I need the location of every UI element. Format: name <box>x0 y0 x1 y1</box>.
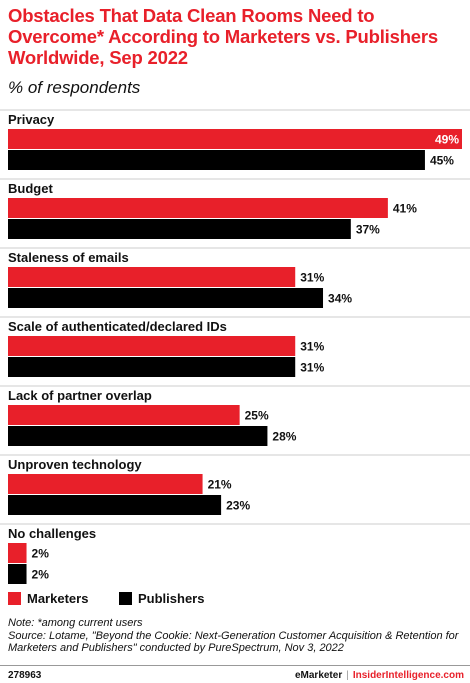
bar-publishers <box>8 564 27 584</box>
bar-marketers <box>8 129 462 149</box>
brand: eMarketer | InsiderIntelligence.com <box>295 670 464 681</box>
legend-label-publishers: Publishers <box>138 591 205 606</box>
data-label-marketers: 25% <box>245 409 269 423</box>
bar-marketers <box>8 336 296 356</box>
data-label-marketers: 31% <box>300 271 324 285</box>
data-label-publishers: 45% <box>430 154 454 168</box>
category-label: Unproven technology <box>8 457 142 472</box>
category-label: Staleness of emails <box>8 250 129 265</box>
data-label-marketers: 21% <box>208 478 232 492</box>
data-label-publishers: 37% <box>356 223 380 237</box>
footnotes: Note: *among current users Source: Lotam… <box>8 617 466 655</box>
data-label-marketers: 31% <box>300 340 324 354</box>
brand-emarketer: eMarketer <box>294 670 343 681</box>
category-label: Budget <box>8 181 53 196</box>
bar-publishers <box>8 495 222 515</box>
bar-publishers <box>8 288 324 308</box>
chart-subtitle: % of respondents <box>8 78 141 97</box>
data-label-publishers: 23% <box>226 499 250 513</box>
footer-divider <box>0 665 470 666</box>
legend-label-marketers: Marketers <box>27 591 89 606</box>
legend-item-publishers: Publishers <box>119 591 204 606</box>
category-label: Scale of authenticated/declared IDs <box>8 319 227 334</box>
bar-chart: Privacy 49% 45% Budget 41% 37% Staleness of em… <box>0 109 470 584</box>
category-label: Privacy <box>8 112 55 127</box>
data-label-marketers: 41% <box>393 202 417 216</box>
data-label-marketers: 2% <box>32 547 50 561</box>
legend-swatch-publishers <box>119 592 132 605</box>
data-label-publishers: 31% <box>300 361 324 375</box>
chart-title: Obstacles That Data Clean Rooms Need to … <box>8 5 438 68</box>
note-text: Note: *among current users <box>8 617 143 629</box>
brand-insider: InsiderIntelligence.com <box>352 670 464 681</box>
category-label: Lack of partner overlap <box>8 388 152 403</box>
data-label-marketers: 49% <box>435 133 459 147</box>
category-label: No challenges <box>8 526 96 541</box>
bar-marketers <box>8 474 203 494</box>
data-label-publishers: 28% <box>272 430 296 444</box>
bar-publishers <box>8 357 296 377</box>
legend-swatch-marketers <box>8 592 21 605</box>
legend-item-marketers: Marketers <box>8 591 88 606</box>
bar-publishers <box>8 426 268 446</box>
bar-publishers <box>8 150 425 170</box>
bar-marketers <box>8 543 27 563</box>
bar-marketers <box>8 267 296 287</box>
data-label-publishers: 2% <box>32 568 50 582</box>
bar-marketers <box>8 198 388 218</box>
bar-marketers <box>8 405 240 425</box>
bar-publishers <box>8 219 351 239</box>
brand-separator: | <box>346 670 349 681</box>
source-text: Source: Lotame, "Beyond the Cookie: Next… <box>8 629 459 655</box>
chart-id: 278963 <box>8 670 42 681</box>
data-label-publishers: 34% <box>328 292 352 306</box>
